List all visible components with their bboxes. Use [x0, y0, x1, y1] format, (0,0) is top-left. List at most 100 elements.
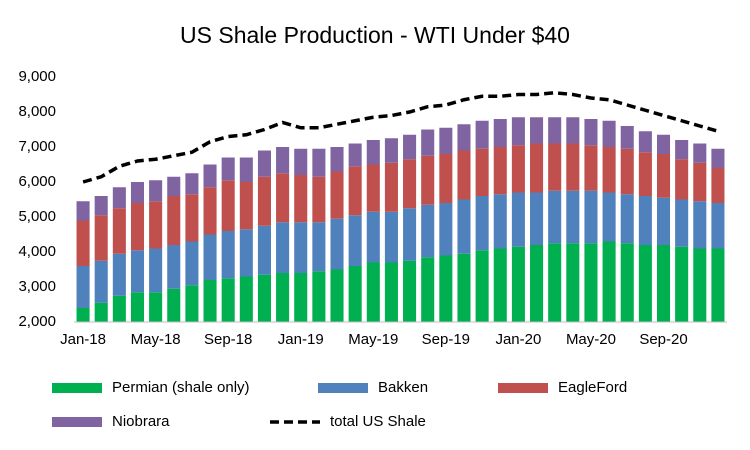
bar-segment [203, 164, 217, 188]
bar-segment [638, 131, 652, 153]
bar-segment [167, 288, 181, 322]
bar-segment [620, 194, 634, 244]
y-tick-label: 2,000 [18, 313, 56, 330]
bar-segment [185, 173, 199, 195]
bar-segment [330, 269, 344, 322]
y-tick-label: 3,000 [18, 278, 56, 295]
bar-segment [566, 243, 580, 322]
legend-swatch [498, 383, 548, 393]
x-tick-label: Sep-18 [204, 331, 252, 348]
y-tick-label: 4,000 [18, 243, 56, 260]
legend-label: EagleFord [558, 379, 627, 396]
bar-segment [330, 147, 344, 172]
bar-segment [475, 148, 489, 196]
bar-segment [130, 182, 145, 203]
bar-segment [94, 215, 108, 261]
bar-segment [76, 266, 90, 308]
bar-segment [638, 245, 652, 322]
bar-segment [294, 148, 308, 175]
bar-segment [584, 145, 598, 191]
bar-segment [511, 192, 525, 247]
bar-segment [675, 199, 689, 247]
bar-segment [530, 245, 544, 322]
bar-segment [185, 241, 199, 286]
bar-segment [257, 225, 271, 275]
bar-segment [112, 295, 126, 322]
bar-segment [584, 190, 598, 244]
bar-segment [257, 176, 271, 226]
bar-segment [149, 248, 163, 293]
bar-segment [457, 253, 471, 322]
bar-segment [403, 159, 417, 209]
bar-segment [693, 143, 707, 163]
bar-segment [656, 154, 671, 198]
bar-segment [348, 215, 362, 266]
bar-segment [94, 302, 108, 322]
bar-segment [384, 162, 398, 212]
bar-segment [330, 218, 344, 270]
bar-segment [584, 119, 598, 146]
bar-segment [511, 117, 525, 146]
bar-segment [203, 187, 217, 235]
bar-segment [638, 196, 652, 245]
bar-segment [112, 253, 126, 296]
bar-segment [239, 276, 253, 322]
bar-segment [511, 246, 525, 322]
bar-segment [421, 155, 435, 205]
legend-label: total US Shale [330, 413, 426, 430]
legend-label: Permian (shale only) [112, 379, 250, 396]
bar-segment [530, 117, 544, 144]
bar-segment [130, 292, 145, 322]
legend-label: Bakken [378, 379, 428, 396]
bar-segment [620, 148, 634, 195]
bar-segment [294, 273, 308, 322]
bar-segment [711, 203, 725, 249]
bar-segment [366, 262, 380, 322]
x-tick-label: Jan-20 [495, 331, 541, 348]
bar-segment [530, 143, 544, 193]
bar-segment [366, 211, 380, 263]
bar-segment [511, 145, 525, 193]
bar-segment [312, 148, 326, 177]
bar-segment [130, 203, 145, 251]
bar-segment [221, 180, 235, 231]
bar-segment [149, 201, 163, 249]
bar-segment [493, 194, 507, 249]
y-tick-label: 8,000 [18, 103, 56, 120]
bar-segment [530, 192, 544, 245]
bar-segment [620, 126, 634, 149]
x-tick-label: Jan-18 [60, 331, 106, 348]
bar-segment [312, 176, 326, 223]
bar-segment [620, 243, 634, 322]
bar-segment [312, 222, 326, 272]
bar-segment [276, 273, 290, 322]
bar-segment [693, 162, 707, 202]
bar-segment [421, 129, 435, 156]
bar-segment [112, 208, 126, 254]
bar-segment [130, 250, 145, 293]
y-tick-label: 7,000 [18, 138, 56, 155]
bar-segment [167, 176, 181, 196]
bar-segment [276, 147, 290, 174]
bar-segment [366, 164, 380, 212]
bar-segment [312, 271, 326, 322]
bar-segment [276, 173, 290, 223]
bar-segment [149, 292, 163, 322]
bar-segment [475, 196, 489, 251]
bar-segment [257, 150, 271, 177]
bar-segment [149, 180, 163, 202]
x-tick-label: Jan-19 [278, 331, 324, 348]
bar-segment [366, 140, 380, 165]
bar-segment [656, 134, 671, 154]
bar-segment [94, 260, 108, 303]
bar-segment [403, 208, 417, 261]
bar-segment [675, 159, 689, 200]
bar-segment [693, 248, 707, 322]
bar-segment [330, 171, 344, 219]
bar-segment [602, 120, 616, 147]
bar-segment [711, 168, 725, 203]
bar-segment [566, 143, 580, 191]
bar-segment [239, 182, 253, 230]
bar-segment [638, 152, 652, 196]
